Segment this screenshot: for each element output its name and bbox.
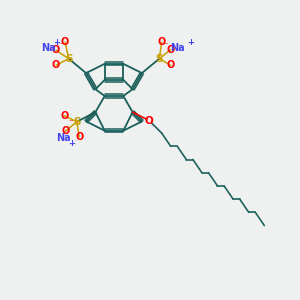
Text: Na: Na	[41, 43, 56, 52]
Text: O: O	[167, 60, 175, 70]
Text: S: S	[73, 117, 80, 127]
Text: +: +	[53, 38, 60, 47]
Text: O: O	[61, 37, 69, 47]
Text: O: O	[52, 60, 60, 70]
Text: O: O	[158, 37, 166, 47]
Text: ⁻: ⁻	[163, 40, 167, 49]
Text: Na: Na	[57, 133, 71, 142]
Text: S: S	[155, 54, 163, 64]
Text: O: O	[167, 45, 175, 55]
Text: Na: Na	[170, 43, 184, 52]
Text: ⁻: ⁻	[68, 117, 72, 126]
Text: ⁻: ⁻	[59, 40, 64, 50]
Text: +: +	[68, 139, 76, 148]
Text: O: O	[52, 45, 60, 55]
Text: +: +	[187, 38, 194, 47]
Text: O: O	[145, 116, 154, 125]
Text: O: O	[61, 126, 70, 136]
Text: O: O	[60, 111, 68, 121]
Text: O: O	[75, 132, 83, 142]
Text: S: S	[65, 54, 73, 64]
